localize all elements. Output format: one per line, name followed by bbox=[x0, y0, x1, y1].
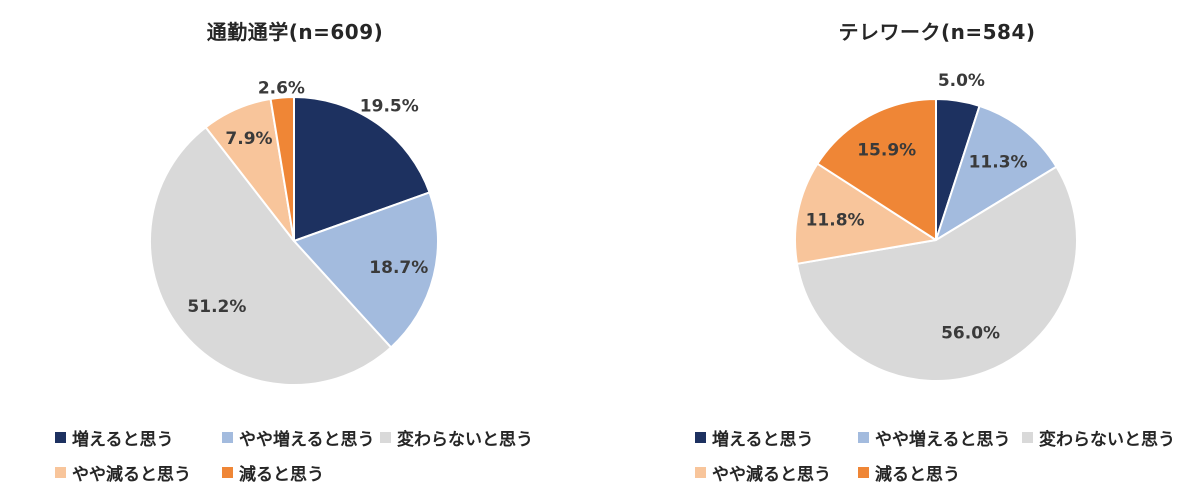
slice-value-label-1: 11.3% bbox=[969, 153, 1028, 173]
slice-value-label-1: 18.7% bbox=[369, 258, 428, 278]
pie-svg-telework: 5.0% 11.3% 56.0% 11.8% 15.9% bbox=[794, 71, 1078, 382]
legend-item-0: 増えると思う bbox=[55, 428, 174, 450]
legend-swatch-icon bbox=[55, 467, 66, 478]
legend-label: 変わらないと思う bbox=[1039, 430, 1175, 450]
legend-label: やや減ると思う bbox=[72, 465, 191, 485]
legend-item-0: 増えると思う bbox=[695, 428, 814, 450]
pie-chart-commute: 通勤通学(n=609) 19.5% 18.7% 51.2% 7.9% 2.6% 増えると… bbox=[55, 20, 533, 485]
legend-swatch-icon bbox=[1022, 432, 1033, 443]
pie-slice-0 bbox=[293, 96, 431, 242]
chart-title-telework: テレワーク(n=584) bbox=[838, 20, 1036, 44]
pie-slice-2 bbox=[148, 126, 392, 387]
pie-slice-3 bbox=[794, 162, 937, 265]
pie-slice-2 bbox=[796, 165, 1078, 382]
legend-label: やや増えると思う bbox=[239, 430, 375, 450]
legend-label: 減ると思う bbox=[239, 465, 324, 485]
pie-slice-1 bbox=[293, 191, 440, 349]
legend-item-4: 減ると思う bbox=[858, 463, 960, 485]
legend-item-2: 変わらないと思う bbox=[1022, 428, 1175, 450]
slice-value-label-2: 51.2% bbox=[187, 297, 246, 317]
legend-label: 増えると思う bbox=[712, 430, 814, 450]
legend-label: 変わらないと思う bbox=[397, 430, 533, 450]
slice-value-label-4: 15.9% bbox=[857, 141, 916, 161]
legend-item-3: やや減ると思う bbox=[695, 463, 831, 485]
legend-swatch-icon bbox=[222, 467, 233, 478]
slice-value-label-3: 7.9% bbox=[225, 129, 272, 149]
legend-swatch-icon bbox=[695, 432, 706, 443]
legend-item-3: やや減ると思う bbox=[55, 463, 191, 485]
legend-swatch-icon bbox=[55, 432, 66, 443]
slice-value-label-0: 19.5% bbox=[360, 97, 419, 117]
chart-title-commute: 通勤通学(n=609) bbox=[206, 20, 384, 44]
legend-item-1: やや増えると思う bbox=[858, 428, 1011, 450]
pie-svg-commute: 19.5% 18.7% 51.2% 7.9% 2.6% bbox=[148, 78, 440, 387]
legend-swatch-icon bbox=[858, 467, 869, 478]
legend-label: 増えると思う bbox=[72, 430, 174, 450]
legend-label: やや増えると思う bbox=[875, 430, 1011, 450]
pie-chart-telework: テレワーク(n=584) 5.0% 11.3% 56.0% 11.8% 15.9% 増え… bbox=[600, 0, 1200, 500]
legend-label: 減ると思う bbox=[875, 465, 960, 485]
slice-value-label-3: 11.8% bbox=[806, 210, 865, 230]
legend-item-2: 変わらないと思う bbox=[380, 428, 533, 450]
legend-swatch-icon bbox=[695, 467, 706, 478]
slice-value-label-4: 2.6% bbox=[258, 78, 305, 98]
legend-item-1: やや増えると思う bbox=[222, 428, 375, 450]
slice-value-label-2: 56.0% bbox=[941, 323, 1000, 343]
legend-swatch-icon bbox=[858, 432, 869, 443]
legend-item-4: 減ると思う bbox=[222, 463, 324, 485]
pie-slice-4 bbox=[816, 98, 937, 241]
legend-swatch-icon bbox=[380, 432, 391, 443]
legend-label: やや減ると思う bbox=[712, 465, 831, 485]
pie-slice-4 bbox=[269, 96, 295, 242]
pie-slice-1 bbox=[935, 104, 1058, 241]
slice-value-label-0: 5.0% bbox=[938, 71, 985, 91]
legend-swatch-icon bbox=[222, 432, 233, 443]
